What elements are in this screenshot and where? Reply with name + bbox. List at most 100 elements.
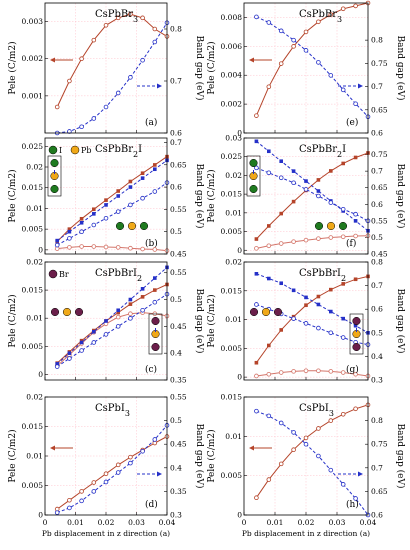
data-point: [291, 180, 296, 186]
data-point: [55, 238, 59, 243]
data-point: [128, 460, 133, 466]
series-line-1: [57, 424, 168, 514]
data-point: [128, 297, 133, 302]
data-point: [116, 194, 120, 198]
series-line-0: [56, 436, 168, 510]
x-axis-label: Pb displacement in z direction (a): [42, 529, 170, 538]
data-point: [341, 282, 345, 286]
y-tick-label-left: 0.015: [221, 190, 243, 199]
atom-marker: [338, 221, 348, 231]
y-tick-label-left: 0: [237, 511, 242, 520]
data-point: [279, 328, 283, 332]
series-line-3: [256, 167, 369, 222]
y-tick-label-right: 0.7: [371, 167, 383, 176]
x-tick-label: 0.04: [159, 518, 176, 527]
data-point: [304, 303, 308, 307]
data-point: [341, 161, 345, 166]
data-point: [278, 175, 284, 181]
atom-marker: [249, 184, 258, 194]
panel-label: (a): [145, 117, 157, 128]
data-point: [153, 163, 157, 167]
data-point: [254, 360, 259, 365]
y-tick-label-right: 0.5: [371, 233, 383, 242]
y-tick-label-left: 0.004: [221, 71, 243, 80]
structure-inset-box: [246, 155, 261, 197]
series-line-0: [256, 152, 369, 240]
arrow-right-head: [358, 83, 363, 89]
x-tick-label: 0.01: [267, 518, 284, 527]
y-tick-label-right: 0.7: [371, 281, 383, 290]
data-point: [353, 323, 358, 328]
plot-frame: [44, 2, 168, 134]
data-point: [353, 211, 358, 217]
plot-frame: [243, 396, 369, 516]
y-tick-label-right: 0.4: [371, 352, 383, 361]
y-tick-label-left: 0: [237, 129, 242, 138]
plot-frame: [44, 396, 168, 516]
data-point: [67, 351, 72, 355]
y-tick-label-right: 0.6: [371, 129, 383, 138]
data-point: [140, 195, 145, 201]
data-point: [67, 356, 72, 361]
structure-inset-box: [148, 313, 163, 355]
panel-f: 0 0.005 0.01 0.015 0.02 0.025 0.03 0.45 0.5 0.55 0…: [206, 134, 406, 259]
y-tick-label-right: 0.6: [371, 511, 383, 520]
y-tick-label-left: 0.025: [22, 142, 44, 151]
plot-frame: [243, 137, 369, 255]
data-point: [303, 321, 309, 326]
data-point: [91, 37, 97, 43]
y-tick-label-right: 0.3: [170, 511, 182, 520]
panel-h: 0 0.005 0.01 0.015 0.6 0.65 0.7 0.75 0.8 0 0.01 0.0…: [206, 393, 406, 539]
data-point: [79, 498, 84, 504]
atom-marker: [139, 221, 149, 231]
data-point: [153, 276, 157, 280]
panel-label: (g): [346, 364, 359, 375]
atom-marker: [70, 145, 80, 155]
series-line-0: [56, 13, 168, 108]
series-line-0: [56, 156, 168, 242]
y-tick-label-right: 0.5: [170, 295, 182, 304]
data-point: [79, 56, 84, 62]
y-axis-label-left: Pele (C/m2): [206, 294, 217, 347]
data-point: [278, 461, 284, 467]
data-point: [303, 187, 309, 192]
data-point: [278, 241, 284, 246]
y-tick-label-left: 0.025: [221, 152, 243, 161]
data-point: [353, 101, 358, 107]
data-point: [254, 237, 259, 241]
data-point: [267, 224, 271, 228]
data-point: [92, 329, 96, 334]
data-point: [115, 209, 121, 214]
data-point: [328, 467, 334, 473]
data-point: [91, 244, 97, 249]
data-point: [353, 219, 358, 223]
data-point: [152, 311, 158, 316]
data-point: [67, 229, 72, 234]
y-tick-label-right: 0.7: [371, 82, 383, 91]
data-point: [116, 189, 120, 193]
series-line-1: [256, 370, 369, 377]
x-tick-label: 0.04: [360, 518, 377, 527]
atom-marker: [74, 307, 84, 317]
y-tick-label-right: 0.35: [170, 376, 187, 385]
data-point: [279, 281, 283, 286]
y-tick-label-left: 0.006: [221, 42, 243, 51]
data-point: [353, 277, 358, 282]
data-point: [152, 26, 158, 32]
x-tick-label: 0: [43, 518, 48, 527]
atom-marker: [249, 307, 259, 317]
y-tick-label-left: 0.015: [22, 183, 44, 192]
data-point: [54, 510, 60, 515]
series-line-3: [56, 293, 168, 368]
data-point: [254, 113, 259, 118]
data-point: [54, 242, 60, 248]
data-point: [79, 220, 84, 225]
data-point: [304, 295, 308, 300]
data-point: [266, 413, 272, 419]
data-point: [303, 441, 309, 447]
y-tick-label-left: 0.01: [26, 204, 43, 213]
y-tick-label-left: 0.01: [225, 432, 242, 441]
data-point: [291, 169, 296, 173]
data-point: [103, 104, 109, 110]
data-point: [340, 6, 346, 12]
